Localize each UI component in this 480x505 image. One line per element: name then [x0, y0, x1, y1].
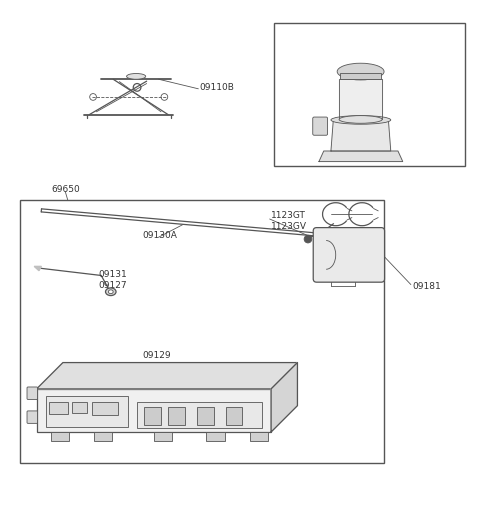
Circle shape	[304, 235, 312, 243]
Ellipse shape	[127, 74, 146, 79]
Ellipse shape	[331, 116, 391, 124]
Text: 09110: 09110	[396, 112, 424, 121]
Bar	[340, 73, 381, 79]
Polygon shape	[331, 120, 391, 151]
Bar	[154, 432, 172, 440]
Bar	[250, 432, 268, 440]
Bar	[46, 396, 128, 427]
Bar	[48, 402, 68, 414]
Bar	[226, 407, 242, 425]
Bar	[144, 407, 161, 425]
FancyBboxPatch shape	[313, 117, 327, 135]
Ellipse shape	[108, 290, 113, 294]
Ellipse shape	[337, 63, 384, 80]
Text: 1123GT: 1123GT	[271, 211, 306, 220]
FancyBboxPatch shape	[27, 411, 37, 423]
Bar	[206, 432, 225, 440]
Bar	[274, 23, 465, 166]
Text: 69650: 69650	[51, 185, 80, 194]
Polygon shape	[339, 79, 382, 120]
Polygon shape	[36, 363, 298, 389]
Bar	[51, 432, 69, 440]
Bar	[92, 402, 118, 415]
Polygon shape	[319, 151, 403, 162]
Text: 09127: 09127	[99, 281, 127, 289]
Ellipse shape	[106, 288, 116, 295]
Polygon shape	[271, 363, 298, 432]
Polygon shape	[34, 266, 41, 271]
Bar	[36, 389, 271, 432]
Text: 1123GV: 1123GV	[271, 222, 307, 231]
Text: 09110B: 09110B	[199, 83, 234, 92]
Bar	[168, 407, 185, 425]
Text: 09129: 09129	[142, 351, 170, 360]
FancyBboxPatch shape	[313, 228, 384, 282]
Text: 09130A: 09130A	[142, 231, 177, 240]
Bar	[94, 432, 112, 440]
Bar	[197, 407, 214, 425]
Text: 09131: 09131	[99, 270, 128, 279]
Bar	[72, 402, 87, 413]
Text: (-090401): (-090401)	[288, 30, 341, 40]
Ellipse shape	[339, 116, 382, 123]
Text: 09181: 09181	[412, 281, 441, 290]
FancyBboxPatch shape	[27, 387, 37, 399]
Bar	[20, 200, 384, 463]
Bar	[137, 402, 262, 428]
